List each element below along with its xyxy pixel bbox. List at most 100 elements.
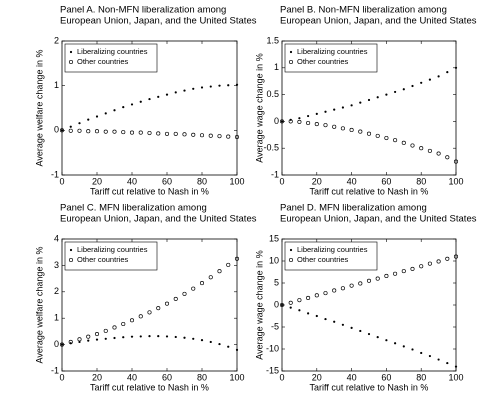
x-tick-label: 80 xyxy=(197,176,207,186)
point xyxy=(112,129,117,134)
point xyxy=(306,295,311,301)
point xyxy=(289,306,292,309)
point xyxy=(148,335,151,338)
point xyxy=(298,117,301,120)
x-tick-label: 0 xyxy=(59,176,64,186)
point xyxy=(367,332,371,336)
panel-title: Panel A. Non-MFN liberalization among xyxy=(60,5,226,16)
point xyxy=(393,271,398,276)
point xyxy=(234,134,240,140)
legend-box xyxy=(284,43,378,73)
x-tick-label: 0 xyxy=(59,372,64,382)
point xyxy=(199,281,205,286)
point xyxy=(341,106,344,109)
point xyxy=(130,335,134,338)
point xyxy=(226,134,231,139)
point xyxy=(139,100,142,103)
x-tick-label: 20 xyxy=(312,176,322,186)
legend-label: Liberalizing countries xyxy=(77,245,148,254)
point xyxy=(103,129,108,134)
legend-box xyxy=(284,241,378,271)
point xyxy=(234,256,240,261)
point xyxy=(94,129,100,134)
point xyxy=(384,135,389,141)
panel-title: European Union, Japan, and the United St… xyxy=(280,214,477,225)
point xyxy=(359,101,362,104)
point xyxy=(104,337,107,340)
point xyxy=(192,337,195,340)
axes-box xyxy=(281,40,457,176)
point xyxy=(59,342,65,347)
point xyxy=(217,134,222,139)
point xyxy=(217,269,222,274)
legend-marker xyxy=(288,59,294,65)
point xyxy=(402,88,405,91)
point xyxy=(183,336,186,339)
x-tick-label: 60 xyxy=(381,372,391,382)
point xyxy=(411,348,414,351)
y-tick-label: 3 xyxy=(54,260,59,270)
point xyxy=(218,342,221,346)
point xyxy=(164,301,170,306)
y-tick-label: 1.5 xyxy=(266,35,279,45)
point xyxy=(121,321,126,327)
point xyxy=(199,133,205,138)
panel-title: European Union, Japan, and the United St… xyxy=(60,16,257,27)
x-tick-label: 40 xyxy=(127,176,137,186)
point xyxy=(173,296,178,301)
point xyxy=(209,85,212,88)
y-tick-label: 0 xyxy=(54,339,59,349)
point xyxy=(358,281,363,286)
point xyxy=(122,106,125,109)
point xyxy=(385,93,388,96)
point xyxy=(95,338,99,341)
point xyxy=(191,132,196,137)
x-tick-label: 0 xyxy=(279,372,284,382)
point xyxy=(315,112,318,115)
point xyxy=(359,329,362,333)
x-tick-label: 60 xyxy=(381,176,391,186)
x-axis-label: Tariff cut relative to Nash in % xyxy=(90,186,209,196)
x-tick-label: 60 xyxy=(162,372,172,382)
point xyxy=(157,335,160,338)
point xyxy=(77,337,82,342)
point xyxy=(121,130,126,135)
point xyxy=(235,83,239,86)
point xyxy=(375,276,380,281)
point xyxy=(147,310,152,315)
point xyxy=(157,95,160,98)
point xyxy=(341,323,344,326)
point xyxy=(156,306,161,311)
point xyxy=(446,361,449,365)
x-tick-label: 100 xyxy=(229,372,244,382)
x-tick-label: 20 xyxy=(312,372,322,382)
point xyxy=(280,120,284,123)
point xyxy=(358,129,363,134)
panel: Panel C. MFN liberalization amongEuropea… xyxy=(34,203,256,393)
point xyxy=(445,256,450,261)
y-tick-label: 10 xyxy=(269,255,279,265)
point xyxy=(323,291,328,296)
legend-label: Liberalizing countries xyxy=(297,245,368,254)
y-tick-label: -15 xyxy=(266,365,279,375)
y-tick-label: -10 xyxy=(266,343,279,353)
point xyxy=(333,108,336,111)
x-tick-label: 20 xyxy=(92,176,102,186)
x-tick-label: 80 xyxy=(416,176,426,186)
y-tick-label: 5 xyxy=(274,277,279,287)
point xyxy=(333,320,336,323)
point xyxy=(95,115,99,118)
point xyxy=(165,335,169,338)
point xyxy=(394,90,397,94)
point xyxy=(122,336,125,339)
y-tick-label: -1 xyxy=(51,365,59,375)
y-tick-label: 2 xyxy=(54,35,59,45)
axes-box xyxy=(61,238,238,372)
point xyxy=(104,112,107,115)
point xyxy=(113,109,116,112)
point xyxy=(350,104,353,107)
legend-marker xyxy=(68,59,74,65)
point xyxy=(86,129,91,134)
y-axis-label: Average wage change in % xyxy=(254,53,264,162)
point xyxy=(59,128,65,133)
